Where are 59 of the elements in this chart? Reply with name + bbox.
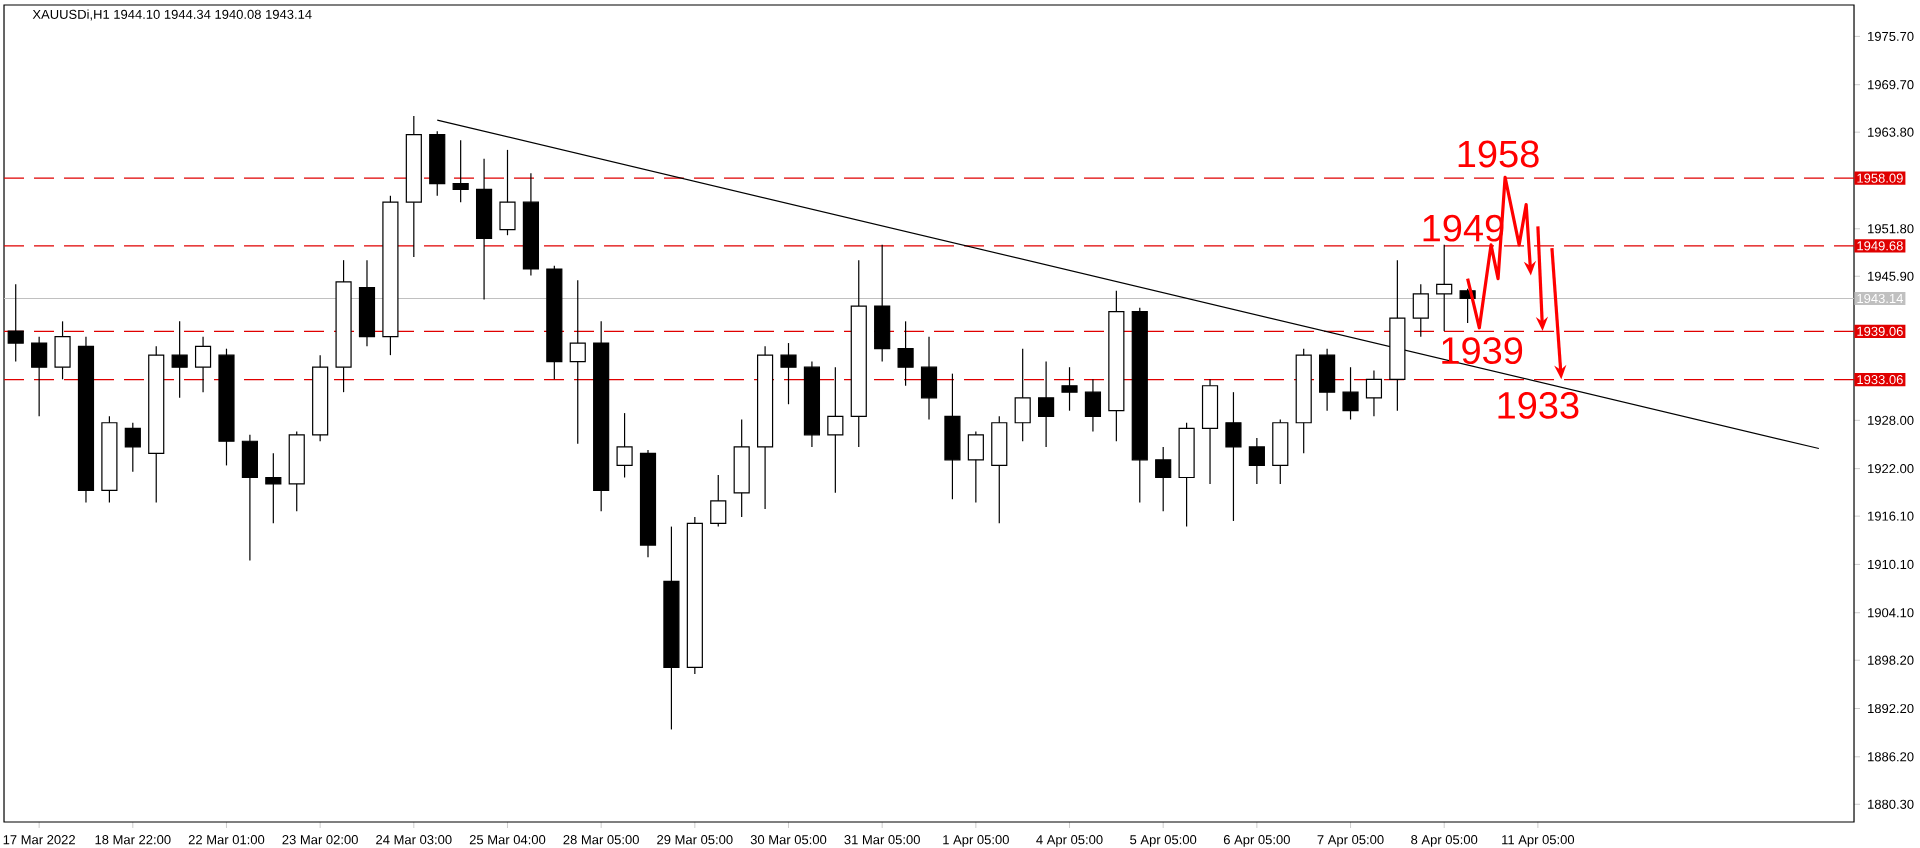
annotation: 1958	[1458, 140, 1539, 168]
x-tick-label: 11 Apr 05:00	[1502, 835, 1575, 847]
x-tick-label: 5 Apr 05:00	[1130, 835, 1197, 847]
x-tick-label: 22 Mar 01:00	[188, 835, 265, 845]
x-tick-label: 8 Apr 05:00	[1411, 835, 1478, 847]
y-tick-label: 1951.80	[1868, 224, 1914, 234]
candlestick	[780, 342, 797, 405]
y-tick-label: 1975.70	[1868, 31, 1914, 41]
candlestick	[452, 139, 469, 203]
candlestick	[897, 320, 914, 387]
candlestick	[124, 422, 141, 473]
x-tick-label: 31 Mar 05:00	[844, 835, 920, 845]
candlestick	[1155, 446, 1172, 512]
ref-line-label: 1949.68	[1857, 241, 1903, 251]
candlestick	[1342, 366, 1359, 421]
x-tick-label: 25 Mar 04:00	[469, 835, 546, 845]
candlestick	[1436, 244, 1453, 332]
y-tick-label: 1922.00	[1868, 464, 1914, 474]
y-tick-label: 1904.10	[1868, 608, 1914, 618]
candlestick	[1061, 366, 1078, 412]
candlestick	[171, 320, 188, 399]
candlestick	[827, 366, 844, 494]
x-tick-label: 6 Apr 05:00	[1223, 835, 1290, 847]
candlestick	[1248, 437, 1265, 485]
candlestick	[616, 412, 633, 479]
annotation: 1939	[1442, 337, 1523, 365]
ref-line-label: 1943.14	[1857, 293, 1904, 304]
candlestick	[1038, 360, 1055, 448]
y-tick-label: 1963.80	[1868, 127, 1914, 137]
candlestick	[7, 283, 24, 363]
x-tick-label: 23 Mar 02:00	[282, 835, 358, 845]
ref-line-label: 1933.06	[1857, 375, 1903, 385]
y-tick-label: 1898.20	[1868, 655, 1914, 665]
x-tick-label: 30 Mar 05:00	[750, 835, 827, 845]
y-tick-label: 1916.10	[1868, 511, 1914, 521]
y-tick-label: 1945.90	[1868, 271, 1914, 281]
candlestick	[710, 474, 727, 528]
candlestick	[569, 279, 586, 445]
ref-line-label: 1958.09	[1857, 173, 1903, 183]
y-tick-label: 1892.20	[1868, 703, 1914, 714]
y-tick-label: 1928.00	[1868, 415, 1914, 425]
chart-title: XAUUSDi,H1 1944.10 1944.34 1940.08 1943.14	[32, 9, 312, 21]
x-tick-label: 7 Apr 05:00	[1317, 835, 1384, 847]
candlestick	[194, 336, 212, 393]
x-tick-label: 17 Mar 2022	[3, 835, 75, 845]
y-tick-label: 1886.20	[1868, 752, 1914, 762]
y-tick-label: 1910.10	[1868, 559, 1914, 570]
candlestick	[265, 452, 282, 524]
ref-line-label: 1939.06	[1857, 326, 1903, 336]
x-tick-label: 29 Mar 05:00	[657, 835, 733, 845]
x-tick-label: 18 Mar 22:00	[95, 835, 171, 845]
x-tick-label: 1 Apr 05:00	[943, 835, 1009, 847]
x-tick-label: 4 Apr 05:00	[1036, 835, 1103, 847]
candlestick	[1365, 369, 1383, 417]
x-tick-label: 28 Mar 05:00	[563, 835, 639, 845]
x-tick-label: 24 Mar 03:00	[376, 835, 452, 845]
y-tick-label: 1969.70	[1868, 80, 1914, 90]
y-tick-label: 1880.30	[1868, 799, 1914, 809]
annotation: 1933	[1498, 391, 1579, 419]
